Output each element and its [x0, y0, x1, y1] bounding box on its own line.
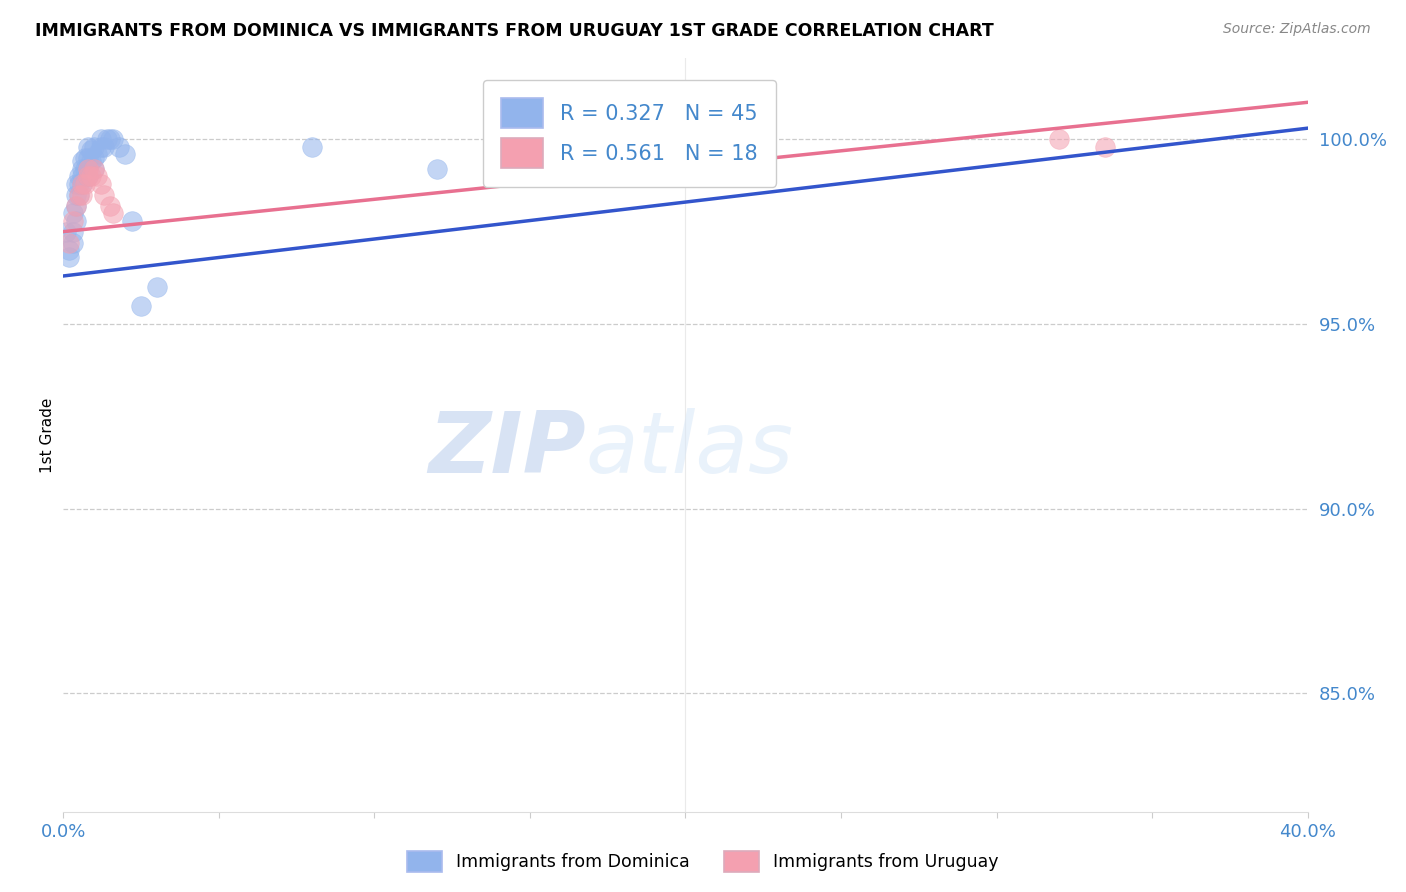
Point — [426, 161, 449, 176]
Point — [1094, 139, 1116, 153]
Point — [70, 187, 93, 202]
Point — [77, 169, 100, 184]
Point — [114, 147, 136, 161]
Point — [70, 154, 93, 169]
Point — [737, 139, 759, 153]
Point — [80, 154, 103, 169]
Point — [65, 213, 87, 227]
Point — [67, 169, 90, 184]
Point — [73, 161, 96, 176]
Point — [73, 177, 96, 191]
Point — [58, 243, 80, 257]
Point — [83, 161, 105, 176]
Point — [80, 144, 103, 158]
Point — [65, 199, 87, 213]
Point — [98, 132, 121, 146]
Point — [129, 299, 152, 313]
Point — [83, 151, 105, 165]
Point — [550, 151, 572, 165]
Point — [101, 206, 124, 220]
Point — [86, 147, 108, 161]
Point — [83, 161, 105, 176]
Point — [62, 206, 84, 220]
Legend: Immigrants from Dominica, Immigrants from Uruguay: Immigrants from Dominica, Immigrants fro… — [401, 844, 1005, 879]
Point — [83, 139, 105, 153]
Point — [77, 161, 100, 176]
Text: Source: ZipAtlas.com: Source: ZipAtlas.com — [1223, 22, 1371, 37]
Text: atlas: atlas — [586, 409, 794, 491]
Point — [93, 139, 115, 153]
Y-axis label: 1st Grade: 1st Grade — [39, 397, 55, 473]
Point — [145, 280, 167, 294]
Point — [62, 235, 84, 250]
Point — [301, 139, 323, 153]
Point — [77, 169, 100, 184]
Point — [70, 177, 93, 191]
Point — [62, 213, 84, 227]
Point — [58, 235, 80, 250]
Point — [65, 177, 87, 191]
Point — [67, 187, 90, 202]
Point — [90, 132, 112, 146]
Legend: R = 0.327   N = 45, R = 0.561   N = 18: R = 0.327 N = 45, R = 0.561 N = 18 — [482, 79, 776, 186]
Point — [70, 169, 93, 184]
Point — [80, 169, 103, 184]
Point — [98, 199, 121, 213]
Point — [121, 213, 143, 227]
Point — [675, 132, 697, 146]
Point — [96, 132, 118, 146]
Point — [108, 139, 131, 153]
Point — [65, 199, 87, 213]
Point — [77, 151, 100, 165]
Point — [58, 251, 80, 265]
Point — [55, 225, 77, 239]
Point — [93, 187, 115, 202]
Point — [70, 177, 93, 191]
Point — [73, 151, 96, 165]
Point — [62, 225, 84, 239]
Point — [101, 132, 124, 146]
Point — [70, 161, 93, 176]
Point — [86, 169, 108, 184]
Text: IMMIGRANTS FROM DOMINICA VS IMMIGRANTS FROM URUGUAY 1ST GRADE CORRELATION CHART: IMMIGRANTS FROM DOMINICA VS IMMIGRANTS F… — [35, 22, 994, 40]
Text: ZIP: ZIP — [429, 409, 586, 491]
Point — [90, 177, 112, 191]
Point — [1047, 132, 1070, 146]
Point — [90, 139, 112, 153]
Point — [67, 177, 90, 191]
Point — [77, 139, 100, 153]
Point — [77, 161, 100, 176]
Point — [65, 187, 87, 202]
Point — [67, 187, 90, 202]
